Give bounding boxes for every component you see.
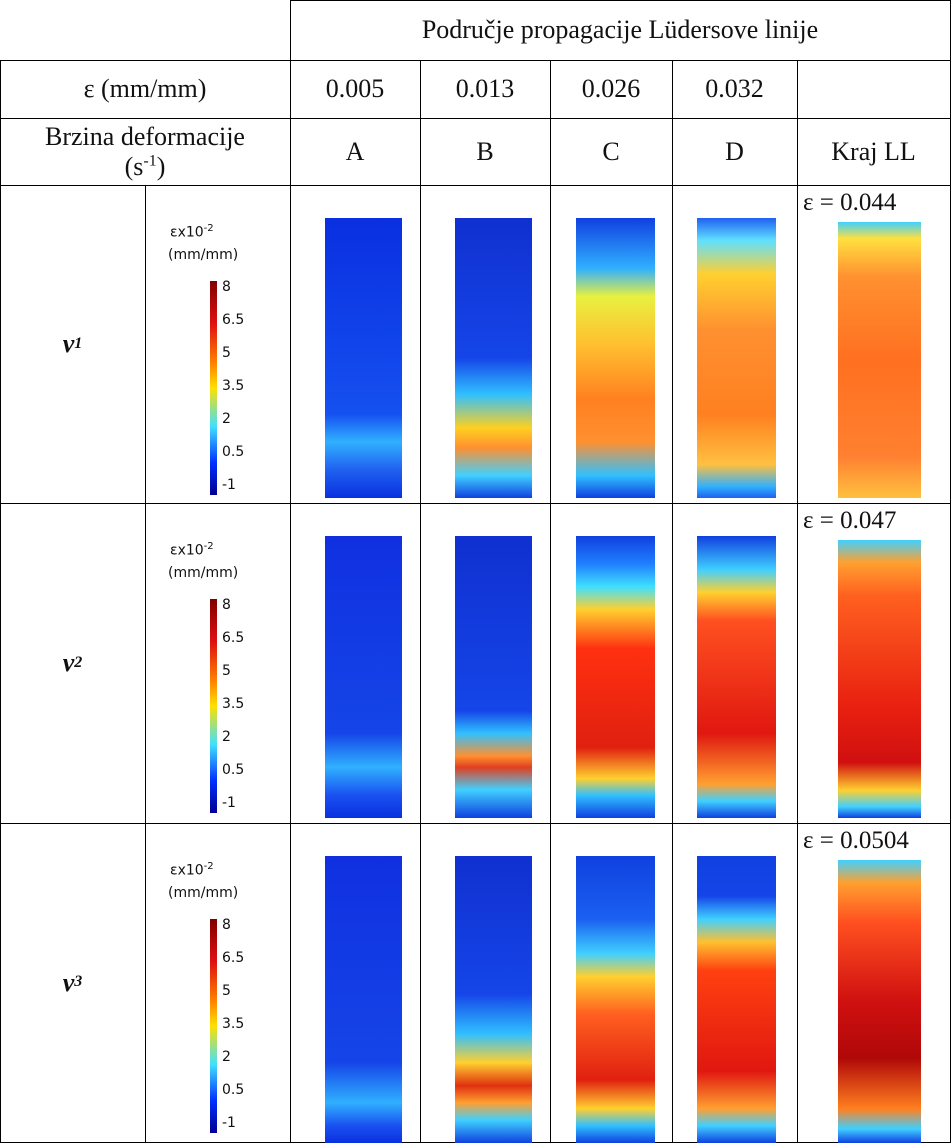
- colorbar: [210, 919, 217, 1133]
- colorbar-tick-label: 5: [222, 663, 231, 679]
- colorbar-tick-label: 0.5: [222, 762, 245, 778]
- table-rule: [420, 60, 421, 1143]
- colorbar-tick-label: -1: [222, 795, 236, 811]
- colorbar-label-base: εx10: [170, 224, 204, 241]
- colorbar-tick-label: 6.5: [222, 312, 245, 328]
- stage-label: B: [476, 136, 494, 166]
- rate-unit-close: ): [156, 151, 166, 181]
- strain-field-image: [697, 536, 776, 818]
- table-rule: [672, 60, 673, 1143]
- strain-field-image: [325, 218, 402, 498]
- colorbar-label: εx10-2: [170, 223, 230, 241]
- colorbar-tick-label: 8: [222, 597, 231, 613]
- colorbar-tick-label: 6.5: [222, 950, 245, 966]
- table-rule: [145, 185, 146, 1143]
- strain-value: 0.013: [455, 74, 515, 104]
- colorbar-label: εx10-2: [170, 861, 230, 879]
- colorbar-tick-label: 8: [222, 917, 231, 933]
- stage-label: D: [725, 136, 744, 166]
- rate-symbol-letter: v: [62, 648, 75, 678]
- table-rule: [0, 185, 951, 186]
- colorbar-tick-label: 0.5: [222, 1082, 245, 1098]
- colorbar-label: εx10-2: [170, 541, 230, 559]
- strain-field-image: [697, 856, 776, 1143]
- colorbar-label-exp: -2: [203, 541, 214, 552]
- colorbar-tick-label: -1: [222, 1115, 236, 1131]
- colorbar-tick-label: 2: [222, 411, 231, 427]
- rate-header: Brzina deformacije (s-1): [0, 118, 290, 185]
- table-rule: [0, 60, 1, 1143]
- table-rule: [0, 503, 951, 504]
- table-rule: [290, 0, 291, 1143]
- colorbar-tick-label: 3.5: [222, 1016, 245, 1032]
- strain-field-image: [576, 856, 655, 1143]
- colorbar-tick-label: 2: [222, 1049, 231, 1065]
- strain-value: 0.026: [581, 74, 641, 104]
- rate-label: Brzina deformacije: [45, 121, 245, 151]
- table-title: Područje propagacije Lüdersove linije: [421, 15, 819, 45]
- table-rule: [0, 823, 951, 824]
- strain-field-image: [838, 860, 921, 1143]
- rate-unit-open: (s: [124, 151, 144, 181]
- end-strain: ε = 0.0504: [803, 827, 909, 854]
- rate-unit: (s-1): [125, 152, 166, 182]
- table-rule: [797, 60, 798, 1143]
- colorbar-tick-label: 0.5: [222, 444, 245, 460]
- end-strain: ε = 0.047: [803, 507, 897, 534]
- colorbar-tick-label: 6.5: [222, 630, 245, 646]
- colorbar-label-exp: -2: [203, 861, 214, 872]
- strain-field-image: [697, 218, 776, 498]
- colorbar: [210, 599, 217, 813]
- strain-field-image: [838, 540, 921, 818]
- strain-value: 0.005: [325, 74, 385, 104]
- colorbar-tick-label: -1: [222, 477, 236, 493]
- colorbar-tick-label: 2: [222, 729, 231, 745]
- rate-symbol-index: 1: [74, 334, 83, 352]
- strain-field-image: [455, 856, 532, 1143]
- table-rule: [0, 118, 951, 119]
- end-strain: ε = 0.044: [803, 189, 897, 216]
- strain-field-image: [325, 856, 402, 1143]
- stage-label: Kraj LL: [831, 136, 916, 166]
- rate-unit-exp: -1: [143, 151, 157, 169]
- strain-field-image: [576, 536, 655, 818]
- strain-field-image: [455, 218, 532, 498]
- table-rule: [550, 60, 551, 1143]
- rate-symbol-letter: v: [62, 967, 75, 997]
- colorbar-tick-label: 3.5: [222, 696, 245, 712]
- rate-symbol-index: 3: [74, 973, 83, 991]
- colorbar: [210, 281, 217, 495]
- colorbar-tick-label: 3.5: [222, 378, 245, 394]
- colorbar-unit: (mm/mm): [168, 885, 239, 901]
- table-rule: [0, 60, 951, 61]
- stage-label: A: [345, 136, 365, 166]
- strain-value: 0.032: [705, 74, 764, 104]
- colorbar-tick-label: 8: [222, 279, 231, 295]
- stage-label: C: [602, 136, 620, 166]
- strain-field-image: [838, 222, 921, 498]
- colorbar-label-base: εx10: [170, 862, 204, 879]
- colorbar-tick-label: 5: [222, 983, 231, 999]
- colorbar-unit: (mm/mm): [168, 247, 239, 263]
- colorbar-label-exp: -2: [203, 223, 214, 234]
- colorbar-label-base: εx10: [170, 542, 204, 559]
- strain-field-image: [455, 536, 532, 818]
- colorbar-tick-label: 5: [222, 345, 231, 361]
- rate-symbol-letter: v: [62, 329, 75, 359]
- strain-field-image: [325, 536, 402, 818]
- strain-label: ε (mm/mm): [83, 74, 207, 104]
- colorbar-unit: (mm/mm): [168, 565, 239, 581]
- rate-symbol-index: 2: [74, 653, 83, 671]
- strain-field-image: [576, 218, 655, 498]
- table-rule: [290, 0, 951, 1]
